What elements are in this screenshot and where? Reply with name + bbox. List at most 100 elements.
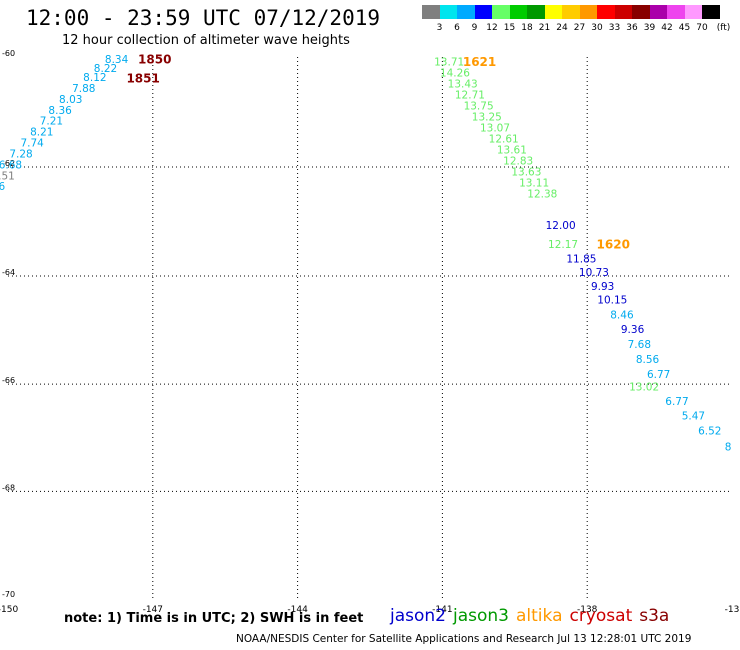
- scale-unit: (ft): [716, 23, 731, 33]
- wave-height-value: 12.83: [503, 155, 533, 167]
- scale-swatch: [527, 5, 545, 19]
- scale-label: 45: [678, 23, 691, 33]
- scale-swatch: [457, 5, 475, 19]
- wave-height-value: 9.36: [621, 324, 645, 336]
- longitude-label: -13: [725, 605, 740, 615]
- latitude-label: -60: [2, 49, 15, 58]
- latitude-label: -70: [2, 590, 15, 599]
- footer-note: note: 1) Time is in UTC; 2) SWH is in fe…: [64, 611, 364, 626]
- map-subtitle: 12 hour collection of altimeter wave hei…: [62, 33, 350, 48]
- wave-height-value: 6.77: [665, 396, 688, 408]
- wave-height-value: 7.88: [72, 83, 95, 95]
- pass-time-label: 1620: [597, 237, 630, 251]
- longitude-label: -150: [0, 605, 18, 615]
- scale-label: 30: [591, 23, 603, 33]
- wave-height-value: 6.77: [647, 369, 670, 381]
- wave-height-value: 8.56: [636, 354, 660, 366]
- wave-height-value: 6.68: [0, 159, 22, 171]
- wave-height-value: 13.43: [448, 79, 478, 91]
- wave-height-value: 13.11: [519, 177, 549, 189]
- credit-line: NOAA/NESDIS Center for Satellite Applica…: [236, 633, 692, 645]
- latitude-label: -66: [2, 376, 15, 385]
- scale-label: 39: [643, 23, 656, 33]
- wave-height-value: 7.68: [628, 339, 651, 351]
- scale-swatch: [492, 5, 510, 19]
- scale-label: 18: [521, 23, 533, 33]
- wave-height-value: 8: [725, 441, 732, 453]
- wave-height-value: 10.73: [579, 267, 609, 279]
- wave-height-value: 13.63: [511, 166, 541, 178]
- satellite-legend: jason2 jason3 altika cryosat s3a: [390, 606, 676, 626]
- wave-height-value: 8.34: [105, 54, 129, 66]
- legend-item-altika: altika: [516, 606, 563, 626]
- wave-height-value: 8.22: [94, 63, 117, 75]
- scale-label: 21: [538, 23, 551, 33]
- legend-item-s3a: s3a: [639, 606, 670, 626]
- scale-swatch: [544, 5, 562, 19]
- scale-label: 27: [573, 23, 586, 33]
- latitude-label: -62: [2, 159, 15, 168]
- wave-height-value: 13.07: [480, 123, 510, 135]
- pass-time-label: 1621: [463, 55, 496, 69]
- scale-swatch: [474, 5, 492, 19]
- wave-height-value: 8.21: [30, 126, 53, 138]
- longitude-label: -144: [287, 605, 308, 615]
- wave-height-value: 8.03: [59, 94, 82, 106]
- wave-height-value: 7.21: [40, 115, 63, 127]
- pass-time-label: 1850: [138, 52, 171, 66]
- scale-swatch: [632, 5, 650, 19]
- wave-height-value: 13.71: [434, 57, 464, 69]
- scale-label: 6: [454, 23, 460, 33]
- wave-height-value: 10.15: [597, 294, 627, 306]
- scale-swatch: [439, 5, 457, 19]
- latitude-label: -68: [2, 483, 15, 492]
- wave-height-value: 5.47: [682, 410, 705, 422]
- wave-height-value: 8.12: [83, 72, 106, 84]
- pass-time-label: 1851: [126, 72, 159, 86]
- wave-height-value: 8.36: [48, 105, 72, 117]
- wave-height-value: 12.00: [546, 220, 576, 232]
- scale-swatch: [667, 5, 685, 19]
- latitude-label: -64: [2, 268, 15, 277]
- scale-swatch: [579, 5, 597, 19]
- scale-swatch: [614, 5, 632, 19]
- scale-swatch: [509, 5, 527, 19]
- longitude-label: -138: [577, 605, 598, 615]
- wave-height-value: 12.71: [455, 90, 485, 102]
- wave-height-value: 12.38: [527, 188, 557, 200]
- wave-height-value: 14.26: [440, 68, 470, 80]
- scale-label: 15: [503, 23, 516, 33]
- legend-item-jason2: jason2: [390, 606, 446, 626]
- wave-height-value: 13.02: [629, 381, 659, 393]
- scale-label: 3: [436, 23, 443, 33]
- wave-height-value: 2.51: [0, 170, 15, 182]
- wave-height-value: 9.93: [591, 281, 614, 293]
- scale-label: 42: [661, 23, 673, 33]
- scale-swatch: [562, 5, 580, 19]
- scale-swatch: [684, 5, 702, 19]
- map-title: 12:00 - 23:59 UTC 07/12/2019: [26, 6, 381, 30]
- scale-label: 36: [626, 23, 638, 33]
- scale-label: 24: [556, 23, 568, 33]
- wave-height-value: 13.61: [497, 145, 527, 157]
- wave-height-value: 13.25: [472, 112, 502, 124]
- scale-label: 70: [696, 23, 708, 33]
- scale-label: 12: [486, 23, 498, 33]
- scale-swatch: [422, 5, 440, 19]
- wave-height-value: 12.17: [548, 239, 578, 251]
- longitude-label: -147: [143, 605, 163, 615]
- wave-height-value: 12.61: [489, 134, 519, 146]
- scale-label: 33: [608, 23, 621, 33]
- scale-swatch: [649, 5, 667, 19]
- wave-height-value: 8.46: [610, 310, 634, 322]
- wave-height-value: 7.74: [20, 137, 44, 149]
- longitude-label: -141: [432, 605, 452, 615]
- wave-height-value: 6.52: [698, 425, 721, 437]
- wave-height-value: 3.36: [0, 181, 6, 193]
- scale-swatch: [702, 5, 720, 19]
- wave-height-value: 13.75: [464, 101, 494, 113]
- wave-height-value: 7.28: [9, 148, 32, 160]
- legend-item-cryosat: cryosat: [569, 606, 633, 626]
- scale-swatch: [597, 5, 615, 19]
